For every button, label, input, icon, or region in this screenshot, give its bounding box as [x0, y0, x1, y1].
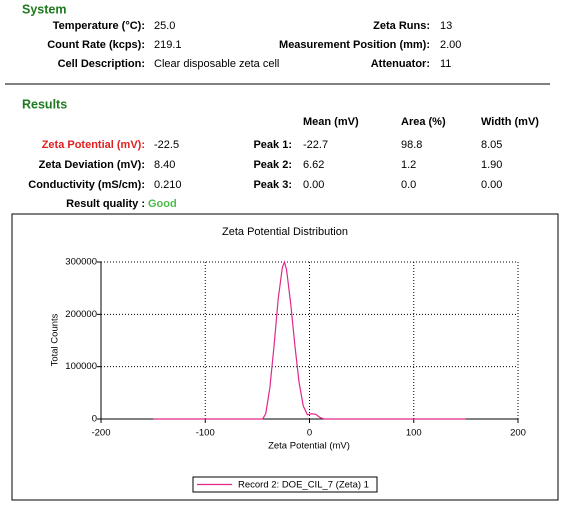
peak-value: 0.0	[401, 179, 416, 191]
peak-value: 0.00	[303, 179, 324, 191]
x-tick-label: -100	[196, 428, 215, 439]
y-tick-label: 0	[92, 414, 97, 425]
column-header: Area (%)	[401, 116, 446, 128]
chart-title: Zeta Potential Distribution	[222, 226, 348, 238]
field-label: Count Rate (kcps):	[47, 39, 145, 51]
field-value: 219.1	[154, 39, 182, 51]
section-title: System	[22, 2, 66, 16]
peak-value: 1.2	[401, 159, 416, 171]
x-tick-label: 0	[307, 428, 312, 439]
y-axis-label: Total Counts	[50, 313, 61, 366]
peak-value: 98.8	[401, 139, 422, 151]
field-label: Cell Description:	[58, 58, 145, 70]
x-tick-label: -200	[91, 428, 110, 439]
field-value: 8.40	[154, 159, 175, 171]
field-label: Attenuator:	[371, 58, 430, 70]
field-value: 2.00	[440, 39, 461, 51]
field-value: 25.0	[154, 20, 175, 32]
peak-label: Peak 1:	[253, 139, 292, 151]
x-axis-label: Zeta Potential (mV)	[268, 441, 350, 452]
results-table: Mean (mV) Area (%) Width (mV) Zeta Potentia…	[28, 116, 539, 191]
field-label: Measurement Position (mm):	[279, 39, 430, 51]
field-value: -22.5	[154, 139, 179, 151]
chart: Zeta Potential Distribution Zeta Potenti…	[50, 226, 526, 493]
y-tick-label: 300000	[65, 257, 97, 268]
peak-value: 0.00	[481, 179, 502, 191]
quality-label: Result quality :	[66, 198, 145, 210]
x-tick-label: 100	[406, 428, 422, 439]
section-title: Results	[22, 97, 67, 111]
legend-label: Record 2: DOE_CIL_7 (Zeta) 1	[238, 480, 369, 491]
y-tick-label: 200000	[65, 309, 97, 320]
field-value: Clear disposable zeta cell	[154, 58, 279, 70]
peak-value: 8.05	[481, 139, 502, 151]
field-label: Zeta Deviation (mV):	[39, 159, 145, 171]
field-label: Zeta Potential (mV):	[42, 139, 145, 151]
field-value: 11	[440, 58, 451, 70]
peak-value: -22.7	[303, 139, 328, 151]
field-label: Temperature (°C):	[53, 20, 145, 32]
peak-value: 6.62	[303, 159, 324, 171]
column-header: Width (mV)	[481, 116, 539, 128]
peak-label: Peak 3:	[253, 179, 292, 191]
peak-value: 1.90	[481, 159, 502, 171]
chart-frame	[11, 213, 559, 501]
x-tick-label: 200	[510, 428, 526, 439]
field-value: 0.210	[154, 179, 182, 191]
field-label: Conductivity (mS/cm):	[28, 179, 145, 191]
y-tick-label: 100000	[65, 361, 97, 372]
peak-label: Peak 2:	[253, 159, 292, 171]
system-table: Temperature (°C): 25.0 Zeta Runs: 13 Count R…	[47, 20, 461, 70]
quality-value: Good	[148, 198, 177, 210]
field-value: 13	[440, 20, 452, 32]
column-header: Mean (mV)	[303, 116, 359, 128]
data-line	[153, 260, 466, 420]
field-label: Zeta Runs:	[373, 20, 430, 32]
legend-box	[192, 476, 378, 493]
